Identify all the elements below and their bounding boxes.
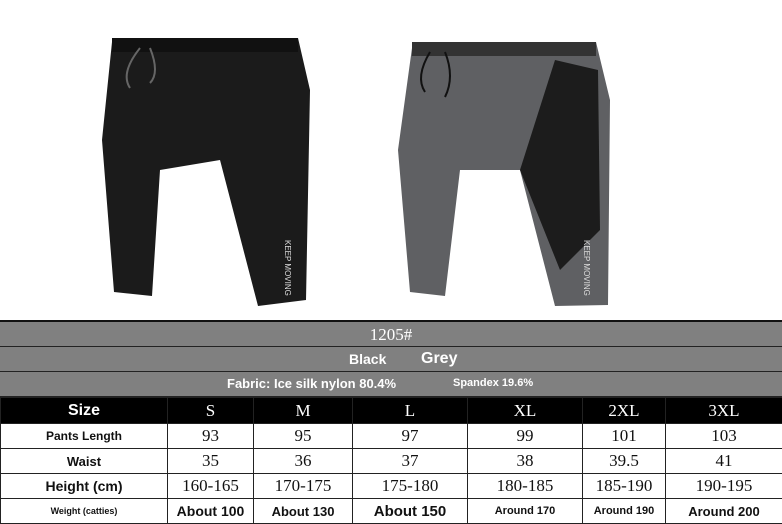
size-cell: 2XL [583, 398, 666, 424]
weight-cell: About 100 [168, 499, 254, 524]
size-cell: 3XL [666, 398, 782, 424]
waist-cell: 41 [666, 449, 782, 474]
length-cell: 93 [168, 424, 254, 449]
length-label: Pants Length [1, 424, 168, 449]
height-cell: 170-175 [254, 474, 353, 499]
height-cell: 190-195 [666, 474, 782, 499]
height-cell: 185-190 [583, 474, 666, 499]
size-cell: L [353, 398, 468, 424]
print-text: KEEP MOVING [582, 240, 591, 296]
length-cell: 103 [666, 424, 782, 449]
color-grey: Grey [421, 350, 457, 368]
waist-cell: 39.5 [583, 449, 666, 474]
color-black: Black [349, 351, 386, 367]
weight-cell: Around 190 [583, 499, 666, 524]
height-cell: 160-165 [168, 474, 254, 499]
length-cell: 97 [353, 424, 468, 449]
fabric-text: Fabric: Ice silk nylon 80.4% [227, 376, 396, 391]
height-cell: 180-185 [468, 474, 583, 499]
size-cell: XL [468, 398, 583, 424]
model-number: 1205# [0, 322, 782, 347]
black-pants-image: KEEP MOVING [102, 38, 310, 306]
weight-cell: Around 200 [666, 499, 782, 524]
weight-label: Weight (catties) [1, 499, 168, 524]
print-text: KEEP MOVING [283, 240, 292, 296]
waist-label: Waist [1, 449, 168, 474]
waist-cell: 36 [254, 449, 353, 474]
product-photo: KEEP MOVING KEEP MOVING [0, 0, 782, 322]
size-label: Size [1, 398, 168, 424]
waist-cell: 37 [353, 449, 468, 474]
waist-cell: 35 [168, 449, 254, 474]
color-row: Black Grey [0, 347, 782, 372]
weight-cell: Around 170 [468, 499, 583, 524]
weight-cell: About 150 [353, 499, 468, 524]
size-cell: S [168, 398, 254, 424]
size-cell: M [254, 398, 353, 424]
length-cell: 101 [583, 424, 666, 449]
height-cell: 175-180 [353, 474, 468, 499]
length-cell: 95 [254, 424, 353, 449]
length-cell: 99 [468, 424, 583, 449]
height-label: Height (cm) [1, 474, 168, 499]
spandex-text: Spandex 19.6% [453, 377, 533, 389]
grey-pants-image: KEEP MOVING [398, 42, 610, 306]
fabric-row: Fabric: Ice silk nylon 80.4% Spandex 19.… [0, 372, 782, 397]
waist-cell: 38 [468, 449, 583, 474]
weight-cell: About 130 [254, 499, 353, 524]
